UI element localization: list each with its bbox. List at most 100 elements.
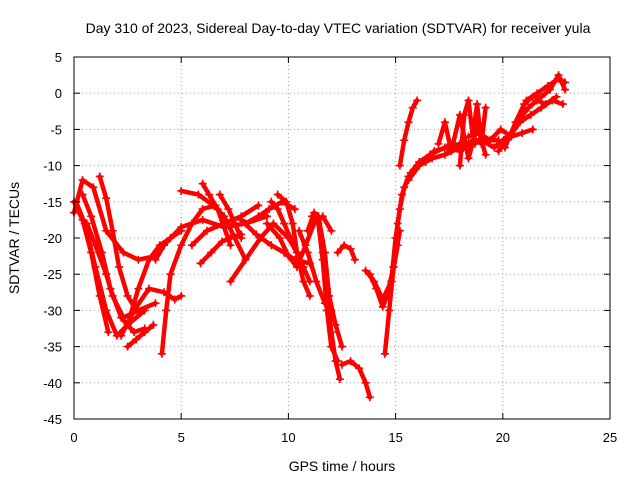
data-point <box>299 277 308 286</box>
data-point <box>395 205 404 214</box>
data-point <box>361 378 370 387</box>
data-point <box>520 100 529 109</box>
data-point <box>102 194 111 203</box>
data-point <box>372 284 381 293</box>
data-point <box>262 212 271 221</box>
series-line <box>389 141 478 284</box>
data-point <box>224 205 233 214</box>
data-point <box>355 364 364 373</box>
data-point <box>226 277 235 286</box>
data-point <box>265 205 274 214</box>
data-point <box>303 248 312 257</box>
x-tick-label: 25 <box>603 430 617 445</box>
data-point <box>160 241 169 250</box>
data-point <box>464 154 473 163</box>
data-point <box>125 313 134 322</box>
series-track-22 <box>273 190 314 300</box>
data-point <box>395 161 404 170</box>
data-point <box>385 306 394 315</box>
data-point <box>537 92 546 101</box>
y-tick-label: -15 <box>43 195 62 210</box>
data-point <box>333 248 342 257</box>
data-point <box>241 219 250 228</box>
y-tick-label: 5 <box>55 50 62 65</box>
chart-title: Day 310 of 2023, Sidereal Day-to-day VTE… <box>86 20 591 36</box>
series-track-27 <box>338 357 374 402</box>
data-point <box>537 103 546 112</box>
data-point <box>198 179 207 188</box>
data-point <box>365 393 374 402</box>
data-point <box>254 212 263 221</box>
y-tick-label: -45 <box>43 412 62 427</box>
data-point <box>481 103 490 112</box>
data-point <box>331 357 340 366</box>
data-point <box>481 150 490 159</box>
data-point <box>267 241 276 250</box>
data-point <box>404 118 413 127</box>
series-track-36 <box>434 110 490 163</box>
data-point <box>305 291 314 300</box>
series-track-16 <box>215 190 246 242</box>
data-point <box>455 161 464 170</box>
data-point <box>528 92 537 101</box>
y-tick-label: 0 <box>55 86 62 101</box>
data-point <box>177 241 186 250</box>
data-point <box>166 270 175 279</box>
data-point <box>282 197 291 206</box>
series-line <box>264 214 334 270</box>
data-point <box>108 291 117 300</box>
data-point <box>318 248 327 257</box>
series-track-33 <box>395 96 422 170</box>
data-point <box>552 92 561 101</box>
axis-ticks: 0 5 10 15 20 25 5 0 -5 -10 -15 -20 -25 -30 -35 -40 -45 <box>43 50 617 445</box>
data-point <box>331 320 340 329</box>
x-tick-label: 20 <box>496 430 510 445</box>
data-point <box>327 328 336 337</box>
data-point <box>134 284 143 293</box>
data-point <box>434 139 443 148</box>
data-point <box>213 205 222 214</box>
data-point <box>162 306 171 315</box>
data-point <box>157 349 166 358</box>
data-point <box>78 176 87 185</box>
data-point <box>252 230 261 239</box>
data-point <box>387 277 396 286</box>
series-track-26 <box>318 248 344 384</box>
data-point <box>149 320 158 329</box>
data-point <box>378 302 387 311</box>
data-point <box>217 237 226 246</box>
series-line <box>397 98 420 168</box>
data-point <box>151 255 160 264</box>
data-point <box>490 143 499 152</box>
data-point <box>290 205 299 214</box>
data-point <box>95 172 104 181</box>
data-point <box>87 212 96 221</box>
x-axis-label: GPS time / hours <box>289 458 396 474</box>
data-point <box>430 147 439 156</box>
data-point <box>365 270 374 279</box>
data-point <box>560 85 569 94</box>
data-point <box>524 103 533 112</box>
data-point <box>108 226 117 235</box>
series-track-42 <box>507 92 561 138</box>
data-point <box>78 215 87 224</box>
series-line <box>217 192 244 241</box>
data-point <box>312 277 321 286</box>
series-line <box>509 94 559 136</box>
series-track-15 <box>198 179 235 250</box>
data-point <box>207 248 216 257</box>
data-point <box>473 100 482 109</box>
data-point <box>95 291 104 300</box>
data-point <box>123 291 132 300</box>
data-point <box>526 110 535 119</box>
data-point <box>475 129 484 138</box>
x-tick-label: 5 <box>178 430 185 445</box>
data-point <box>91 241 100 250</box>
data-point <box>241 255 250 264</box>
data-point <box>275 234 284 242</box>
series-line <box>335 242 358 262</box>
data-point <box>215 190 224 199</box>
data-series <box>70 71 569 402</box>
data-point <box>440 150 449 159</box>
data-point <box>408 103 417 112</box>
